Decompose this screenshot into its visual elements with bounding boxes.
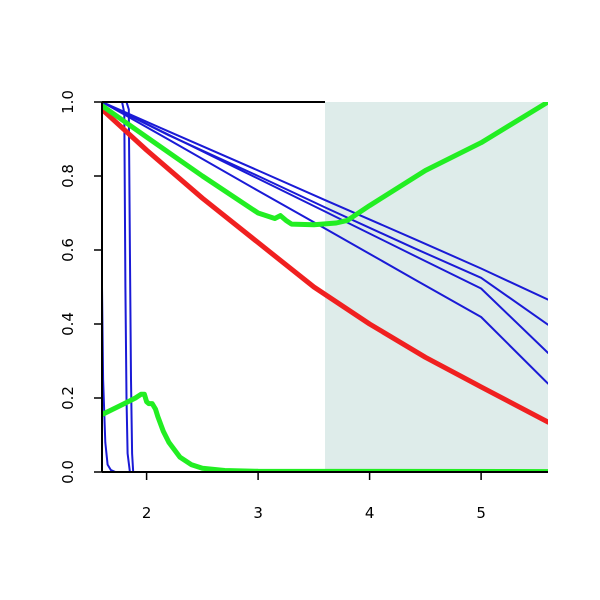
series-line-7-blue	[102, 102, 548, 472]
series-line-5-blue	[102, 286, 548, 472]
series-line-3-blue	[102, 102, 548, 326]
series-line-9-green	[102, 102, 548, 228]
y-tick-label: 1.0	[59, 90, 77, 114]
y-tick-label: 0.2	[59, 386, 77, 410]
y-tick-label: 0.0	[59, 460, 77, 484]
shaded-region	[325, 102, 548, 472]
x-tick-label: 4	[365, 504, 375, 522]
x-tick-label: 2	[142, 504, 152, 522]
series-line-1-blue	[102, 102, 548, 385]
x-tick-label: 3	[253, 504, 263, 522]
series-line-8-red	[102, 106, 548, 425]
y-tick-label: 0.6	[59, 238, 77, 262]
x-tick-label: 5	[476, 504, 486, 522]
y-tick-label: 0.8	[59, 164, 77, 188]
series-line-4-blue	[102, 102, 548, 301]
y-tick-label: 0.4	[59, 312, 77, 336]
series-line-10-green	[102, 391, 548, 472]
series-line-6-blue	[102, 102, 548, 472]
